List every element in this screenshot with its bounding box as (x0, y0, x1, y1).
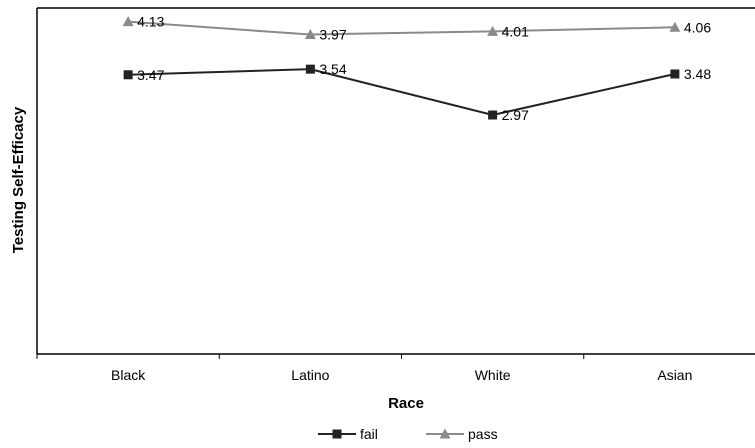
series-fail (123, 64, 680, 120)
data-label: 3.97 (319, 27, 346, 43)
series-line (128, 68, 676, 117)
data-label: 4.06 (684, 19, 711, 35)
data-point (305, 64, 315, 74)
data-point (123, 70, 133, 80)
x-tick-label: Latino (291, 367, 329, 383)
data-label: 2.97 (502, 107, 529, 123)
x-axis-ticks (36, 354, 585, 359)
data-point (487, 25, 499, 36)
data-point (669, 21, 681, 32)
x-tick-label: Asian (657, 367, 692, 383)
data-point (122, 16, 134, 27)
data-labels: 3.47 3.54 2.97 3.48 4.13 3.97 4.01 4.06 (137, 14, 711, 123)
data-point (488, 110, 498, 120)
series-pass (122, 16, 681, 40)
y-axis-title: Testing Self-Efficacy (10, 106, 27, 253)
legend-label: fail (360, 426, 378, 442)
x-tick-label: White (475, 367, 511, 383)
data-point (304, 29, 316, 40)
data-point (332, 429, 342, 439)
data-label: 3.47 (137, 67, 164, 83)
legend-label: pass (468, 426, 498, 442)
x-axis-tick-labels: Black Latino White Asian (111, 367, 692, 383)
legend-item-pass: pass (426, 426, 498, 442)
data-label: 3.54 (319, 61, 346, 77)
series-line (128, 20, 675, 36)
x-tick-label: Black (111, 367, 146, 383)
data-point (670, 69, 680, 79)
data-label: 3.48 (684, 66, 711, 82)
legend: fail pass (318, 426, 498, 442)
plot-area (36, 7, 755, 355)
data-point (439, 428, 451, 439)
legend-item-fail: fail (318, 426, 378, 442)
x-axis-title: Race (388, 395, 424, 412)
data-label: 4.01 (502, 23, 529, 39)
data-label: 4.13 (137, 14, 164, 30)
series-layer (122, 16, 681, 120)
